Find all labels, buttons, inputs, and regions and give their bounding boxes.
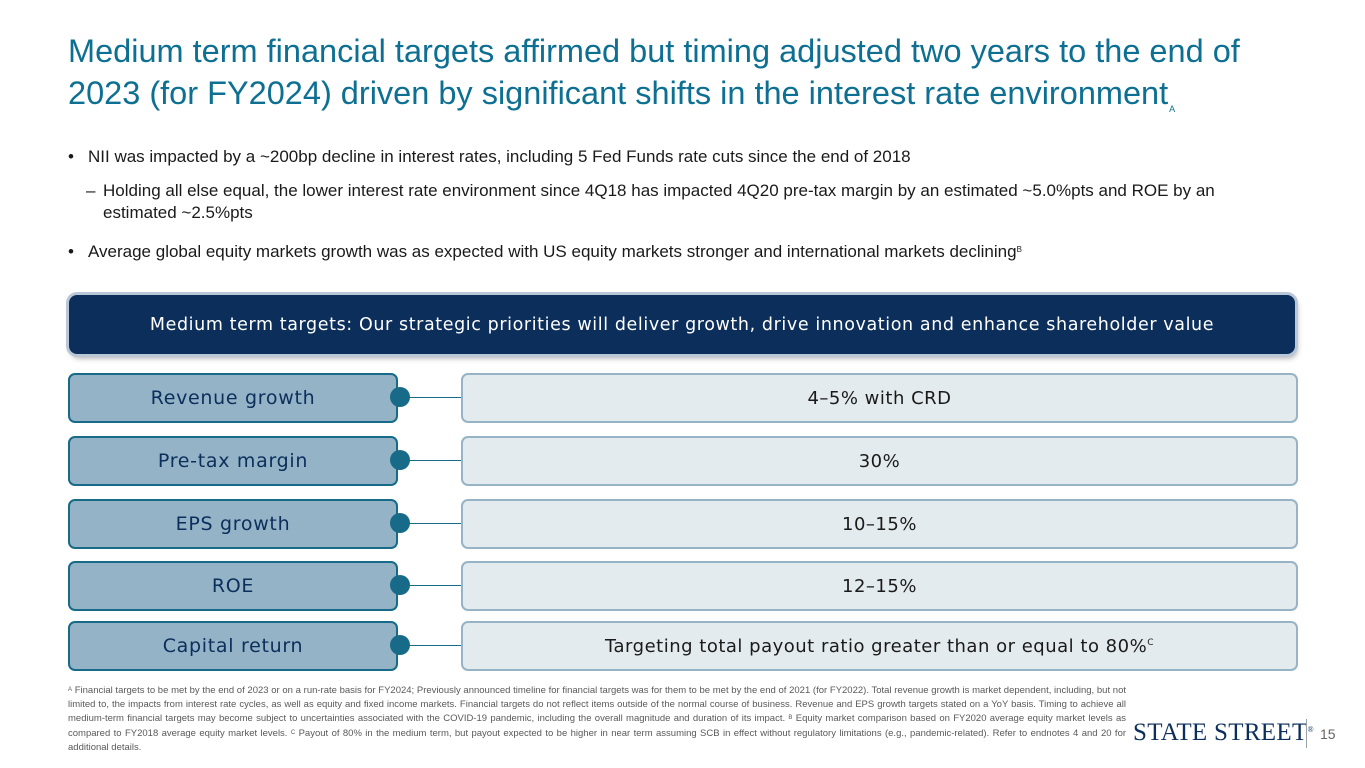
state-street-logo: STATE STREET® — [1133, 719, 1314, 746]
page-number: 15 — [1320, 726, 1336, 742]
connector-dot-icon — [390, 513, 410, 533]
target-row: Pre-tax margin 30% — [0, 436, 1365, 486]
target-label-box: ROE — [68, 561, 398, 611]
connector-line — [408, 523, 461, 524]
footer-divider — [1306, 719, 1307, 748]
connector-line — [408, 397, 461, 398]
target-value-box: 30% — [461, 436, 1298, 486]
bullet-symbol: • — [68, 242, 74, 261]
footnotes: A Financial targets to be met by the end… — [68, 685, 1127, 753]
title-footnote-marker: A — [1169, 104, 1176, 114]
footnote-marker: C — [1147, 638, 1154, 648]
target-row: Revenue growth 4–5% with CRD — [0, 373, 1365, 423]
connector-dot-icon — [390, 387, 410, 407]
bullet-symbol: • — [68, 147, 74, 166]
bullet-item: • Average global equity markets growth wa… — [68, 242, 1022, 261]
target-value-box: Targeting total payout ratio greater tha… — [461, 621, 1298, 671]
connector-dot-icon — [390, 635, 410, 655]
footnote-marker: A — [68, 687, 73, 693]
footnote-marker: B — [788, 715, 793, 722]
target-label-box: Capital return — [68, 621, 398, 671]
target-label-box: EPS growth — [68, 499, 398, 549]
targets-banner: Medium term targets: Our strategic prior… — [69, 295, 1295, 354]
connector-dot-icon — [390, 575, 410, 595]
connector-line — [408, 460, 461, 461]
footnote-marker: C — [290, 729, 296, 736]
connector-dot-icon — [390, 450, 410, 470]
target-value-box: 12–15% — [461, 561, 1298, 611]
target-row: ROE 12–15% — [0, 561, 1365, 611]
target-row: Capital return Targeting total payout ra… — [0, 621, 1365, 671]
connector-line — [408, 585, 461, 586]
page-title: Medium term financial targets affirmed b… — [68, 33, 1240, 114]
target-row: EPS growth 10–15% — [0, 499, 1365, 549]
dash-symbol: – — [86, 181, 96, 200]
target-value-box: 4–5% with CRD — [461, 373, 1298, 423]
target-value-box: 10–15% — [461, 499, 1298, 549]
sub-bullet-item: – Holding all else equal, the lower inter… — [86, 181, 1215, 222]
target-label-box: Pre-tax margin — [68, 436, 398, 486]
bullet-item: • NII was impacted by a ~200bp decline in… — [68, 147, 911, 166]
registered-mark: ® — [1307, 725, 1314, 734]
connector-line — [408, 645, 461, 646]
target-label-box: Revenue growth — [68, 373, 398, 423]
footnote-marker: B — [1016, 245, 1022, 254]
